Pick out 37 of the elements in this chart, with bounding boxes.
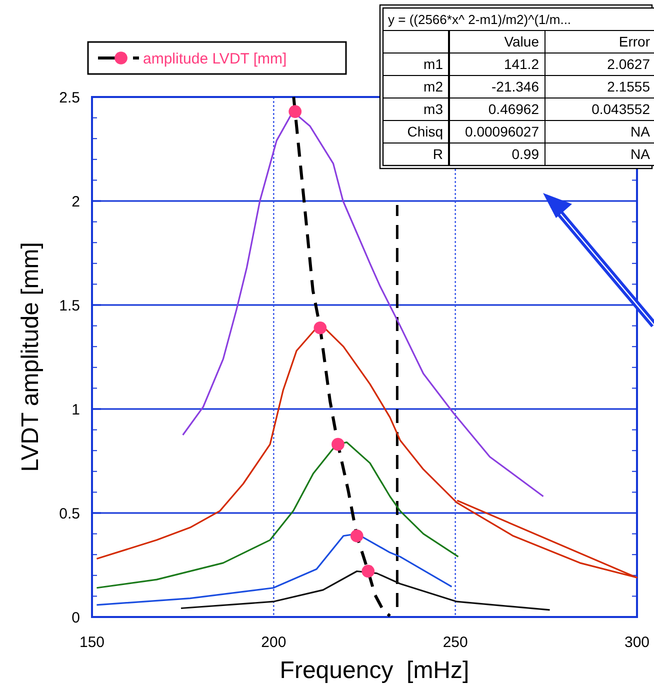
text: 2.1555 bbox=[607, 78, 650, 95]
x-tick-label: 200 bbox=[261, 634, 286, 651]
y-tick-label: 1.5 bbox=[59, 297, 80, 314]
y-tick-label: 0 bbox=[72, 609, 80, 626]
y-tick-label: 1 bbox=[72, 401, 80, 418]
point bbox=[332, 438, 344, 451]
y-tick-label: 2.5 bbox=[59, 89, 80, 106]
point bbox=[350, 529, 364, 542]
annotation: 0.99 bbox=[512, 146, 540, 162]
point bbox=[288, 105, 302, 118]
point bbox=[362, 564, 375, 578]
text: y = ((2566*x^ 2-m1)/m2)^(1/m... bbox=[388, 12, 572, 27]
text: Error bbox=[618, 34, 650, 50]
y-tick-label: 2 bbox=[72, 193, 80, 210]
text: Value bbox=[504, 34, 540, 50]
annotation: NA bbox=[630, 124, 651, 140]
text: amplitude LVDT [mm] bbox=[143, 50, 287, 68]
y-tick-label: 0.5 bbox=[59, 505, 80, 522]
text: m2 bbox=[424, 78, 444, 95]
text: 2.0627 bbox=[607, 56, 650, 72]
x-tick-label: 300 bbox=[624, 634, 650, 651]
point bbox=[314, 321, 327, 334]
annotation: R bbox=[432, 146, 443, 162]
annotation: NA bbox=[630, 146, 651, 162]
annotation: 0.00096027 bbox=[465, 124, 540, 140]
annotation: 0.46962 bbox=[488, 101, 540, 118]
text: -21.346 bbox=[492, 78, 540, 95]
text: m1 bbox=[424, 56, 444, 72]
text: 141.2 bbox=[504, 56, 540, 72]
x-axis-title: Frequency [mHz] bbox=[280, 657, 470, 684]
annotation: 0.043552 bbox=[592, 101, 650, 118]
x-tick-label: 250 bbox=[442, 634, 468, 651]
line-series bbox=[180, 570, 551, 611]
annotation: m3 bbox=[424, 101, 444, 118]
annotation: Chisq bbox=[407, 124, 443, 140]
y-axis-title: LVDT amplitude [mm] bbox=[17, 242, 44, 472]
x-tick-label: 150 bbox=[79, 634, 105, 651]
